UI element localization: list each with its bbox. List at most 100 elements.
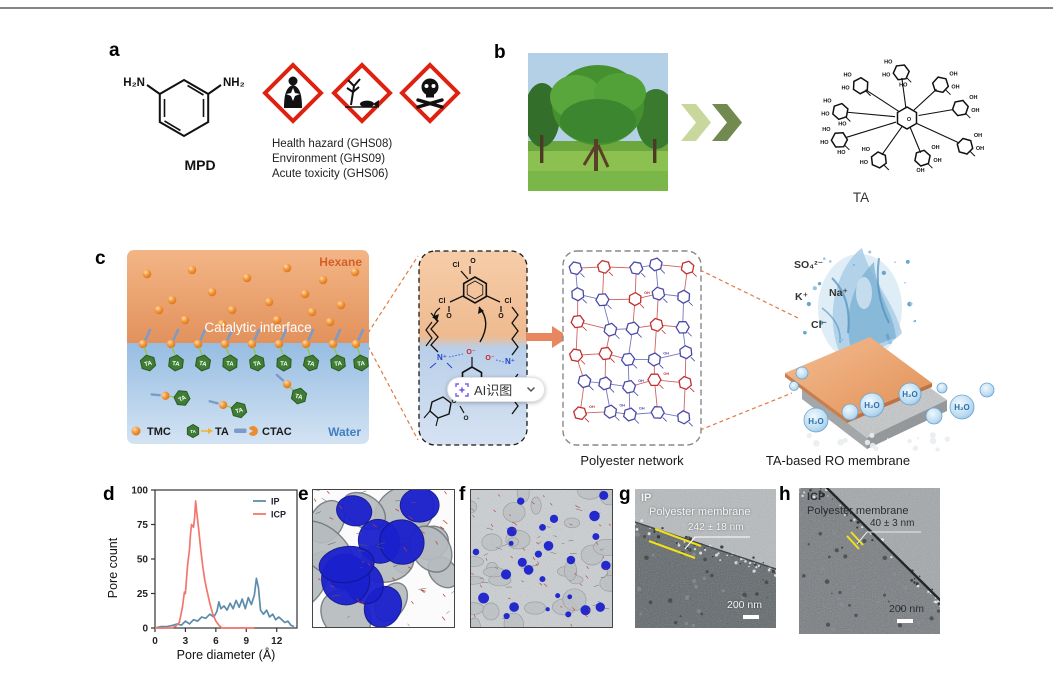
ro-membrane-illustration: SO₄²⁻ K⁺ Na⁺ Cl⁻ H₂O H₂O H₂O H₂O (785, 248, 995, 452)
hazard-line-2: Environment (GHS09) (272, 153, 386, 165)
tem-image-icp: ICP Polyester membrane 40 ± 3 nm 200 nm (799, 488, 940, 634)
svg-text:TA: TA (294, 394, 303, 402)
svg-text:HO: HO (862, 147, 871, 153)
tem-ip-membrane-label: Polyester membrane (649, 506, 751, 518)
svg-text:OH: OH (639, 406, 645, 410)
hexane-label: Hexane (319, 255, 362, 269)
svg-text:OH: OH (589, 405, 595, 409)
svg-text:HO: HO (838, 121, 847, 127)
svg-text:N⁺: N⁺ (505, 357, 515, 366)
svg-text:HO: HO (899, 82, 908, 88)
svg-text:50: 50 (137, 555, 149, 566)
svg-text:Cl: Cl (453, 262, 460, 269)
membrane-decor (785, 248, 995, 452)
simulation-snapshot-icp (470, 489, 613, 628)
svg-text:TA: TA (334, 361, 343, 368)
svg-text:O: O (498, 313, 504, 320)
panel-label-e: e (298, 484, 309, 505)
catalytic-interface-panel: TA TA TA TA TA TA TA TA TA TA TA TA TA Hexane Cataly… (127, 250, 369, 444)
chevron-arrow-dark (712, 104, 742, 141)
legend-ctac-label: CTAC (262, 426, 292, 438)
svg-text:O: O (446, 313, 452, 320)
svg-text:O: O (470, 258, 476, 265)
svg-text:OH: OH (619, 404, 625, 408)
svg-text:IP: IP (271, 497, 280, 507)
svg-text:100: 100 (131, 486, 148, 497)
tem-ip-thickness-label: 242 ± 18 nm (688, 522, 744, 533)
svg-text:6: 6 (213, 636, 219, 647)
interface-decor: TA TA TA TA TA TA TA TA TA TA TA TA TA (127, 250, 369, 444)
simulation-snapshot-ip (312, 489, 455, 628)
ta-structure-decor: O OH OH OH OH HO HO HO HO HO HO HO HO HO HO HO HO HO OH OH O… (820, 59, 984, 174)
potassium-ion-label: K⁺ (795, 291, 808, 303)
svg-text:TA: TA (198, 361, 207, 368)
chevron-down-icon[interactable] (526, 386, 536, 393)
sulfate-ion-label: SO₄²⁻ (794, 259, 823, 271)
polyester-network-decor: OH OH OH OH OH OH OH (568, 257, 697, 427)
svg-text:OH: OH (638, 379, 644, 383)
hazard-text-block: Health hazard (GHS08) Environment (GHS09… (272, 137, 392, 182)
tem-icp-decor (799, 488, 940, 634)
svg-text:9: 9 (244, 636, 250, 647)
ai-image-recognition-overlay[interactable]: AI识图 (447, 377, 545, 402)
simulation-f-decor (470, 489, 613, 628)
chloride-ion-label: Cl⁻ (811, 319, 827, 331)
tree-photo (528, 53, 668, 191)
svg-text:TA: TA (357, 361, 366, 368)
svg-text:12: 12 (271, 636, 283, 647)
svg-text:25: 25 (137, 589, 149, 600)
svg-text:OH: OH (949, 72, 957, 78)
svg-text:OH: OH (931, 145, 939, 151)
tem-icp-membrane-label: Polyester membrane (807, 505, 909, 517)
tem-ip-tag: IP (641, 492, 652, 504)
svg-text:TA: TA (280, 361, 289, 367)
h2o-label: H₂O (864, 401, 880, 410)
amine-right-label: NH₂ (223, 77, 245, 89)
svg-text:TA: TA (172, 361, 181, 368)
svg-text:O: O (907, 117, 912, 123)
svg-text:0: 0 (152, 636, 158, 647)
svg-text:O: O (451, 398, 456, 405)
reaction-arrow-icon (526, 326, 569, 348)
panel-label-c: c (95, 248, 106, 269)
panel-label-f: f (459, 484, 466, 505)
svg-text:OH: OH (663, 351, 669, 355)
amine-left-label: H₂N (123, 77, 145, 89)
tem-icp-scale-label: 200 nm (889, 603, 925, 615)
svg-text:TA: TA (235, 407, 244, 415)
panel-label-b: b (494, 42, 506, 63)
svg-text:TA: TA (253, 361, 262, 368)
ta-label: TA (853, 190, 869, 205)
ghs06-acute-toxicity-icon (399, 62, 461, 124)
panel-label-g: g (619, 484, 631, 505)
svg-text:HO: HO (843, 73, 852, 79)
svg-text:HO: HO (821, 111, 830, 117)
tem-ip-scale-label: 200 nm (727, 599, 763, 611)
tem-ip-decor (635, 489, 776, 628)
mpd-label: MPD (184, 157, 215, 173)
svg-text:HO: HO (823, 98, 832, 104)
svg-text:OH: OH (969, 95, 977, 101)
ai-overlay-label: AI识图 (474, 383, 513, 398)
h2o-label: H₂O (954, 403, 970, 412)
ai-scan-icon (455, 382, 469, 397)
svg-text:OH: OH (663, 372, 669, 376)
svg-text:N⁺: N⁺ (437, 353, 447, 362)
svg-text:ICP: ICP (271, 510, 286, 520)
svg-text:O⁻: O⁻ (466, 349, 475, 356)
svg-text:OH: OH (644, 291, 650, 295)
svg-text:Cl: Cl (505, 298, 512, 305)
tem-icp-micrograph (799, 488, 940, 634)
svg-text:TA: TA (226, 361, 235, 367)
chart-xlabel: Pore diameter (Å) (177, 647, 276, 662)
sodium-ion-label: Na⁺ (829, 287, 848, 299)
svg-text:3: 3 (183, 636, 189, 647)
svg-text:OH: OH (976, 146, 984, 152)
ghs09-environment-icon (331, 62, 393, 124)
svg-text:HO: HO (837, 150, 846, 156)
svg-text:OH: OH (916, 168, 924, 174)
svg-text:TA: TA (144, 361, 153, 369)
